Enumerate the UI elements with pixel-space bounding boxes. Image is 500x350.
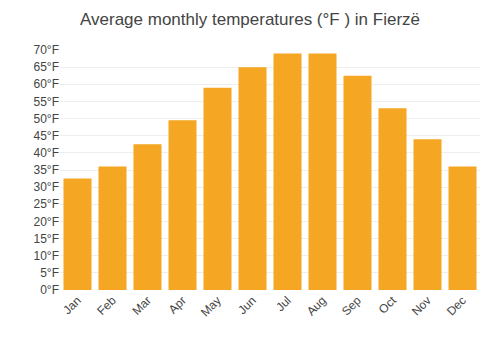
svg-text:40°F: 40°F bbox=[34, 146, 59, 160]
svg-text:50°F: 50°F bbox=[34, 112, 59, 126]
svg-text:10°F: 10°F bbox=[34, 249, 59, 263]
svg-text:Jan: Jan bbox=[60, 293, 84, 317]
svg-text:Feb: Feb bbox=[94, 293, 119, 318]
svg-text:20°F: 20°F bbox=[34, 215, 59, 229]
svg-text:70°F: 70°F bbox=[34, 43, 59, 57]
svg-text:0°F: 0°F bbox=[40, 283, 59, 297]
svg-text:30°F: 30°F bbox=[34, 180, 59, 194]
svg-text:Jul: Jul bbox=[273, 293, 294, 314]
svg-text:Apr: Apr bbox=[166, 293, 189, 316]
svg-text:Oct: Oct bbox=[376, 293, 400, 317]
svg-text:Jun: Jun bbox=[235, 293, 259, 317]
svg-text:55°F: 55°F bbox=[34, 95, 59, 109]
svg-text:Nov: Nov bbox=[409, 293, 434, 318]
svg-text:25°F: 25°F bbox=[34, 197, 59, 211]
svg-text:45°F: 45°F bbox=[34, 129, 59, 143]
svg-text:May: May bbox=[198, 293, 224, 319]
svg-text:35°F: 35°F bbox=[34, 163, 59, 177]
svg-text:Mar: Mar bbox=[129, 293, 154, 318]
svg-text:65°F: 65°F bbox=[34, 60, 59, 74]
svg-text:15°F: 15°F bbox=[34, 232, 59, 246]
svg-text:Dec: Dec bbox=[444, 293, 469, 318]
svg-text:Sep: Sep bbox=[339, 293, 364, 318]
svg-text:Aug: Aug bbox=[304, 293, 329, 318]
svg-text:60°F: 60°F bbox=[34, 77, 59, 91]
svg-text:5°F: 5°F bbox=[40, 266, 59, 280]
svg-text:Average monthly temperatures (: Average monthly temperatures (°F ) in Fi… bbox=[80, 10, 420, 29]
